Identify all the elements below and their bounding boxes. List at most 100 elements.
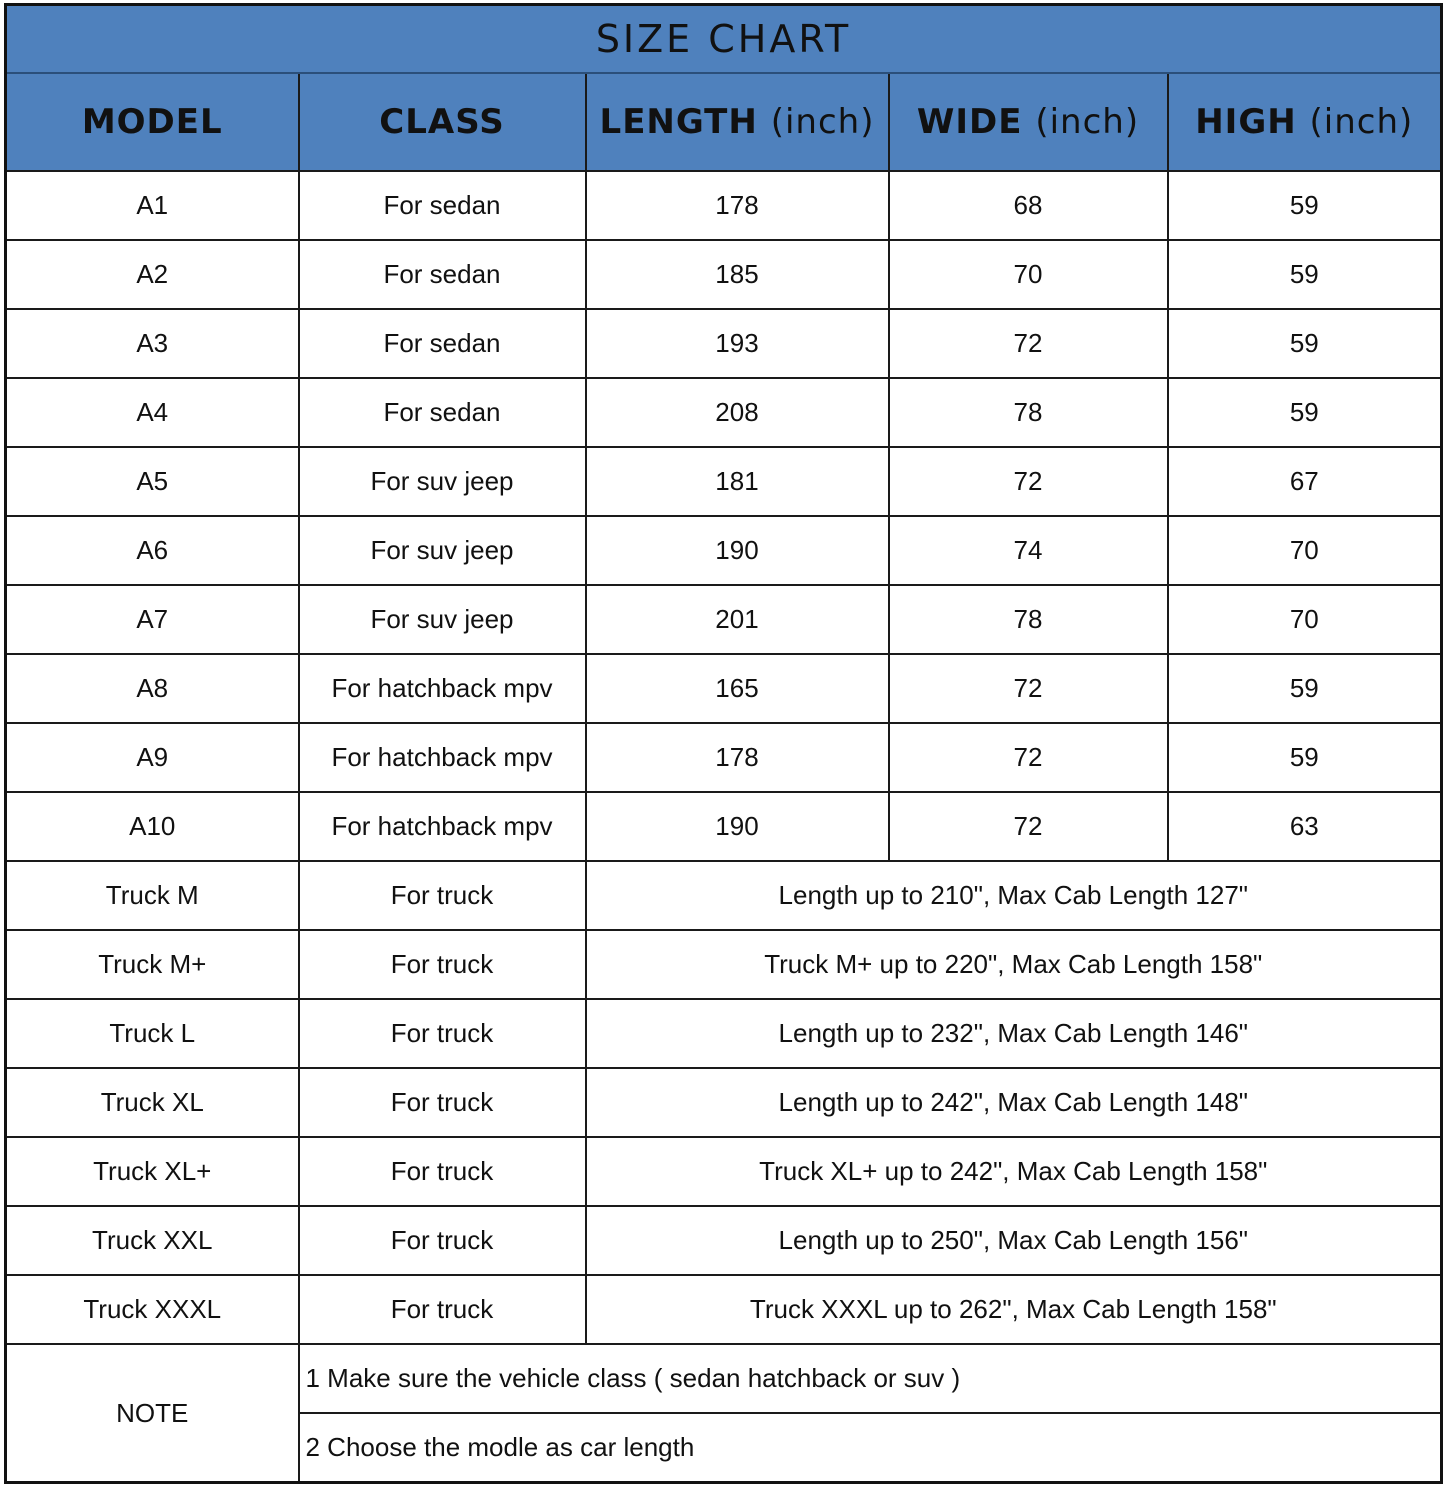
table-row: A6 For suv jeep 190 74 70: [4, 515, 1443, 586]
truck-row: Truck L For truck Length up to 232", Max C…: [4, 998, 1443, 1069]
table-title: SIZE CHART: [4, 3, 1443, 74]
cell-length: 208: [584, 377, 890, 448]
cell-model: A2: [4, 239, 300, 310]
cell-spec: Length up to 250", Max Cab Length 156": [584, 1205, 1443, 1276]
cell-class: For truck: [297, 1274, 587, 1345]
cell-high: 59: [1166, 722, 1443, 793]
cell-class: For suv jeep: [297, 446, 587, 517]
cell-class: For truck: [297, 860, 587, 931]
cell-class: For hatchback mpv: [297, 791, 587, 862]
note-row: 2 Choose the modle as car length: [6, 1412, 1443, 1484]
cell-model: A1: [4, 170, 300, 241]
cell-model: A8: [4, 653, 300, 724]
column-header-label: MODEL: [81, 102, 223, 142]
cell-class: For suv jeep: [297, 584, 587, 655]
table-row: A10 For hatchback mpv 190 72 63: [4, 791, 1443, 862]
cell-wide: 68: [887, 170, 1169, 241]
cell-spec: Length up to 242", Max Cab Length 148": [584, 1067, 1443, 1138]
cell-wide: 72: [887, 308, 1169, 379]
cell-wide: 78: [887, 377, 1169, 448]
cell-class: For hatchback mpv: [297, 653, 587, 724]
truck-row: Truck XL For truck Length up to 242", Max …: [4, 1067, 1443, 1138]
cell-model: Truck M+: [4, 929, 300, 1000]
note-row: NOTE 1 Make sure the vehicle class ( seda…: [4, 1343, 1443, 1484]
cell-length: 201: [584, 584, 890, 655]
column-header-model: MODEL: [4, 72, 300, 172]
cell-spec: Truck XXXL up to 262", Max Cab Length 15…: [584, 1274, 1443, 1345]
column-header-label: CLASS: [379, 102, 505, 142]
column-header-unit: (inch): [1309, 102, 1414, 142]
cell-wide: 74: [887, 515, 1169, 586]
cell-model: A7: [4, 584, 300, 655]
table-row: A4 For sedan 208 78 59: [4, 377, 1443, 448]
cell-class: For truck: [297, 1136, 587, 1207]
column-header-length: LENGTH (inch): [584, 72, 890, 172]
column-header-label: WIDE: [916, 102, 1023, 142]
cell-class: For sedan: [297, 308, 587, 379]
cell-model: A5: [4, 446, 300, 517]
cell-class: For sedan: [297, 239, 587, 310]
note-item: 2 Choose the modle as car length: [297, 1412, 1443, 1484]
cell-spec: Truck XL+ up to 242", Max Cab Length 158…: [584, 1136, 1443, 1207]
cell-class: For sedan: [297, 170, 587, 241]
cell-class: For truck: [297, 929, 587, 1000]
cell-wide: 78: [887, 584, 1169, 655]
size-chart: SIZE CHART MODEL CLASS LENGTH (inch) WIDE (…: [4, 3, 1444, 1484]
cell-spec: Length up to 210", Max Cab Length 127": [584, 860, 1443, 931]
cell-high: 59: [1166, 170, 1443, 241]
truck-row: Truck M+ For truck Truck M+ up to 220", Ma…: [4, 929, 1443, 1000]
truck-row: Truck XXL For truck Length up to 250", Max…: [4, 1205, 1443, 1276]
cell-length: 190: [584, 515, 890, 586]
column-header-unit: (inch): [1035, 102, 1140, 142]
cell-length: 181: [584, 446, 890, 517]
table-row: A7 For suv jeep 201 78 70: [4, 584, 1443, 655]
cell-high: 63: [1166, 791, 1443, 862]
cell-wide: 72: [887, 722, 1169, 793]
cell-model: A9: [4, 722, 300, 793]
cell-class: For truck: [297, 998, 587, 1069]
size-chart-table: SIZE CHART MODEL CLASS LENGTH (inch) WIDE (…: [4, 3, 1444, 1484]
cell-model: Truck XXXL: [4, 1274, 300, 1345]
cell-model: A4: [4, 377, 300, 448]
cell-wide: 70: [887, 239, 1169, 310]
table-row: A5 For suv jeep 181 72 67: [4, 446, 1443, 517]
header-row: MODEL CLASS LENGTH (inch) WIDE (inch) HIGH (…: [4, 72, 1443, 172]
cell-model: Truck L: [4, 998, 300, 1069]
truck-row: Truck M For truck Length up to 210", Max C…: [4, 860, 1443, 931]
cell-wide: 72: [887, 653, 1169, 724]
column-header-wide: WIDE (inch): [887, 72, 1169, 172]
cell-high: 70: [1166, 584, 1443, 655]
table-row: A8 For hatchback mpv 165 72 59: [4, 653, 1443, 724]
cell-wide: 72: [887, 791, 1169, 862]
cell-class: For hatchback mpv: [297, 722, 587, 793]
truck-row: Truck XXXL For truck Truck XXXL up to 262"…: [4, 1274, 1443, 1345]
cell-model: Truck XL+: [4, 1136, 300, 1207]
cell-model: A3: [4, 308, 300, 379]
cell-model: A6: [4, 515, 300, 586]
cell-model: A10: [4, 791, 300, 862]
cell-class: For sedan: [297, 377, 587, 448]
cell-class: For suv jeep: [297, 515, 587, 586]
cell-spec: Truck M+ up to 220", Max Cab Length 158": [584, 929, 1443, 1000]
table-row: A3 For sedan 193 72 59: [4, 308, 1443, 379]
column-header-class: CLASS: [297, 72, 587, 172]
cell-model: Truck XL: [4, 1067, 300, 1138]
cell-length: 165: [584, 653, 890, 724]
note-item: 1 Make sure the vehicle class ( sedan ha…: [297, 1343, 1443, 1414]
cell-length: 190: [584, 791, 890, 862]
cell-class: For truck: [297, 1205, 587, 1276]
cell-high: 59: [1166, 653, 1443, 724]
cell-high: 59: [1166, 308, 1443, 379]
cell-high: 67: [1166, 446, 1443, 517]
column-header-label: LENGTH: [599, 102, 758, 142]
column-header-unit: (inch): [770, 102, 875, 142]
cell-spec: Length up to 232", Max Cab Length 146": [584, 998, 1443, 1069]
column-header-high: HIGH (inch): [1166, 72, 1443, 172]
cell-model: Truck M: [4, 860, 300, 931]
cell-class: For truck: [297, 1067, 587, 1138]
cell-high: 59: [1166, 239, 1443, 310]
cell-length: 178: [584, 170, 890, 241]
note-label: NOTE: [4, 1343, 300, 1484]
table-row: A1 For sedan 178 68 59: [4, 170, 1443, 241]
cell-model: Truck XXL: [4, 1205, 300, 1276]
